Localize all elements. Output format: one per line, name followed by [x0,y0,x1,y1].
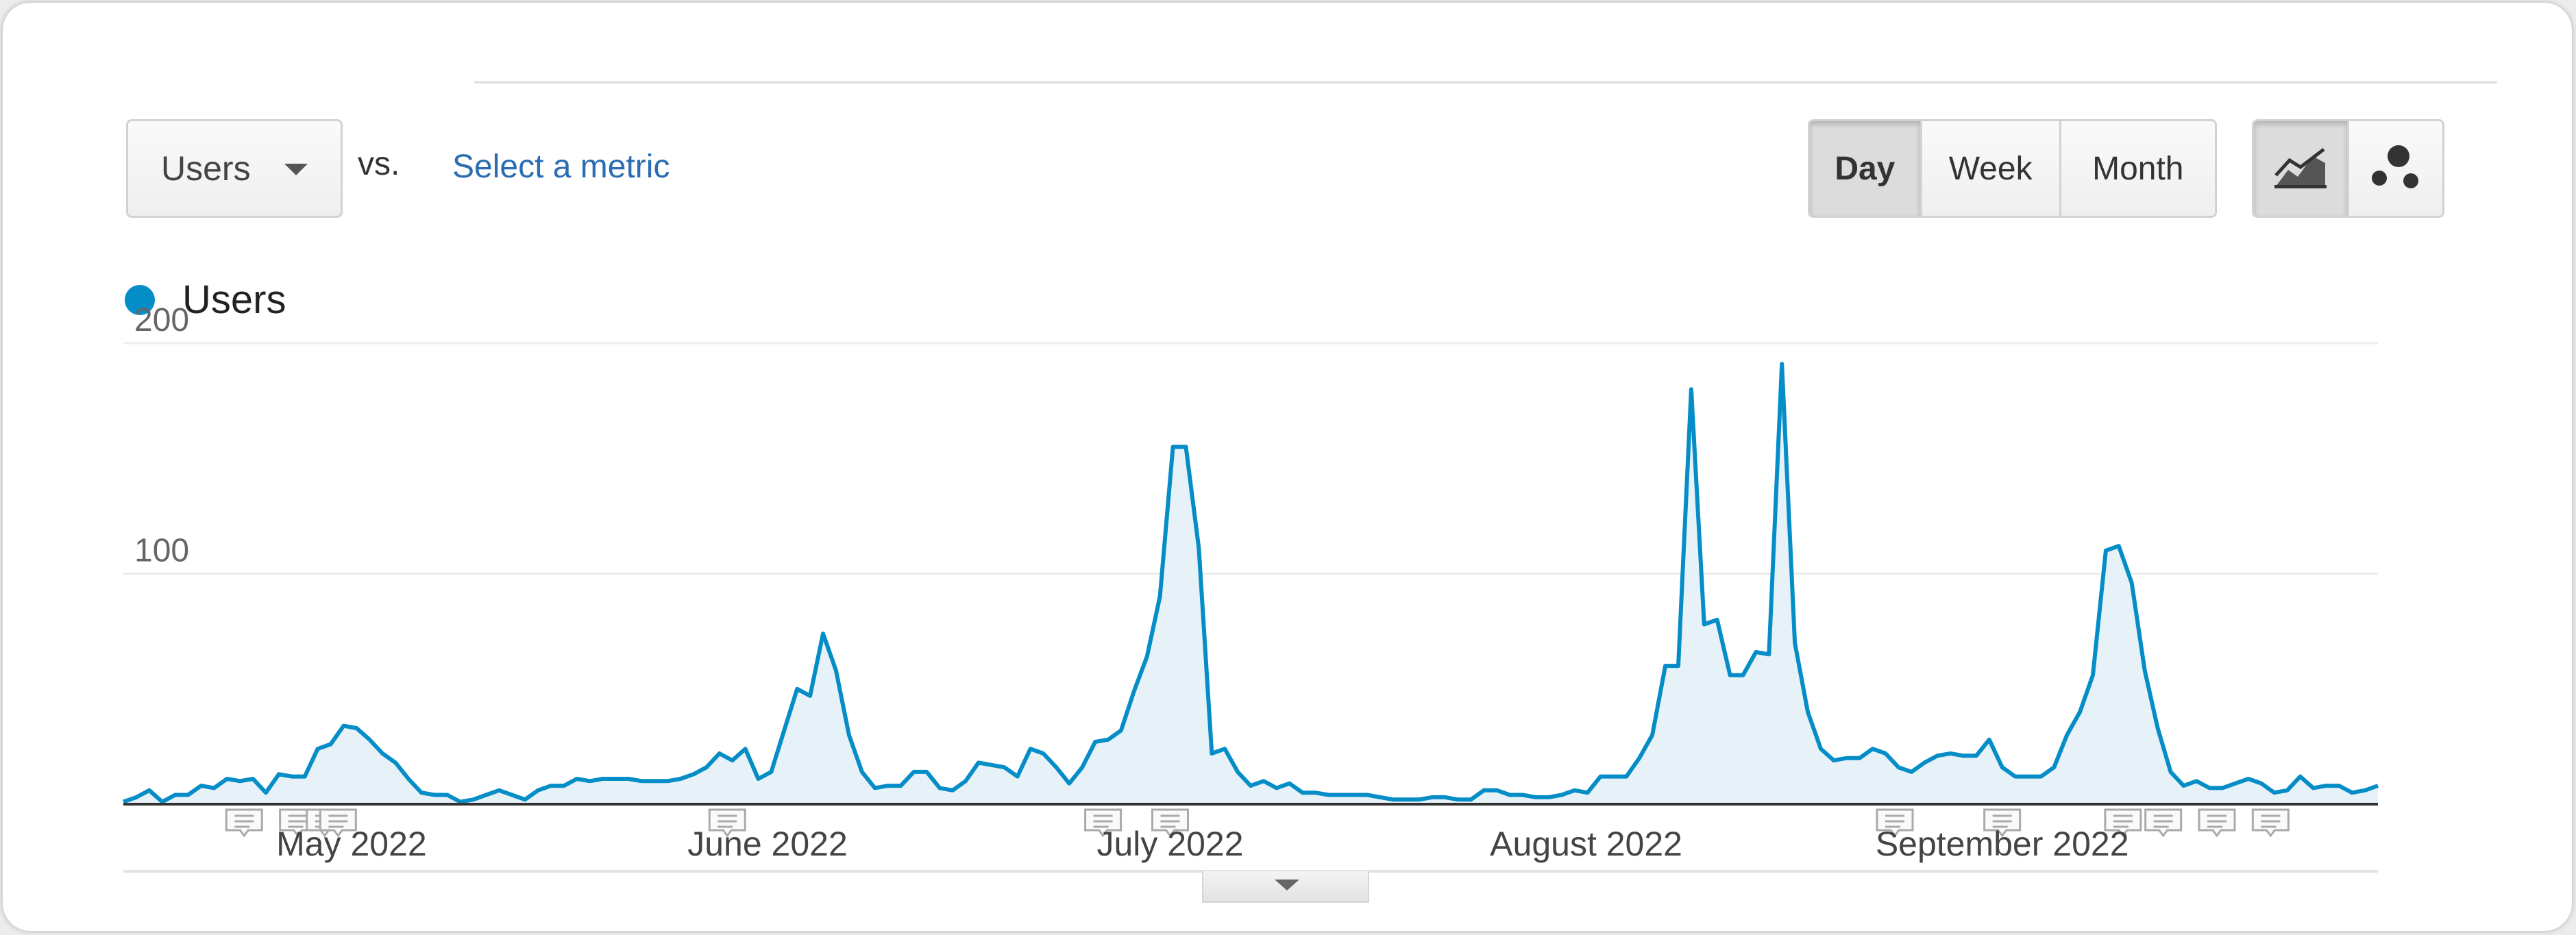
x-tick-label: September 2022 [1876,825,2129,863]
annotation-icon[interactable] [1151,808,1189,838]
annotation-icon[interactable] [1876,808,1914,838]
week-button[interactable]: Week [1922,121,2061,216]
motion-chart-icon [2372,145,2419,188]
metric-select-label: Users [161,149,251,188]
chart-mode-toggle [2252,119,2444,218]
metric-select[interactable]: Users [126,119,343,218]
annotation-icon[interactable] [2251,808,2290,838]
select-metric-link[interactable]: Select a metric [452,149,670,185]
line-chart-icon [2274,148,2327,188]
annotation-icon[interactable] [2104,808,2142,838]
series-line [122,362,2379,804]
day-button[interactable]: Day [1810,121,1922,216]
annotation-icon[interactable] [225,808,263,838]
motion-chart-button[interactable] [2349,121,2442,216]
chevron-down-icon [1275,880,1299,890]
expand-chart-tab[interactable] [1202,871,1369,903]
vs-label: vs. [358,146,400,182]
legend-label: Users [182,277,286,322]
annotation-icon[interactable] [2144,808,2183,838]
x-tick-label: August 2022 [1490,825,1682,863]
y-tick-label: 100 [134,533,189,569]
line-chart-button[interactable] [2254,121,2350,216]
tab-divider [474,81,2497,84]
granularity-toggle: Day Week Month [1808,119,2217,218]
series-area [123,364,2378,804]
month-button[interactable]: Month [2061,121,2215,216]
chevron-down-icon [284,164,308,175]
x-tick-label: June 2022 [687,825,848,863]
x-tick-label: May 2022 [276,825,427,863]
legend-swatch [125,284,155,315]
y-tick-label: 200 [134,302,189,338]
annotation-icon[interactable] [319,808,357,838]
analytics-card: Users vs. Select a metric Day Week Month… [3,3,2572,931]
annotation-icon[interactable] [708,808,746,838]
x-tick-label: July 2022 [1096,825,1243,863]
annotation-icon[interactable] [1983,808,2022,838]
annotation-icon[interactable] [1084,808,1123,838]
legend: Users [125,277,286,323]
annotation-icon[interactable] [2198,808,2236,838]
users-chart: 100 200 [122,302,2379,873]
